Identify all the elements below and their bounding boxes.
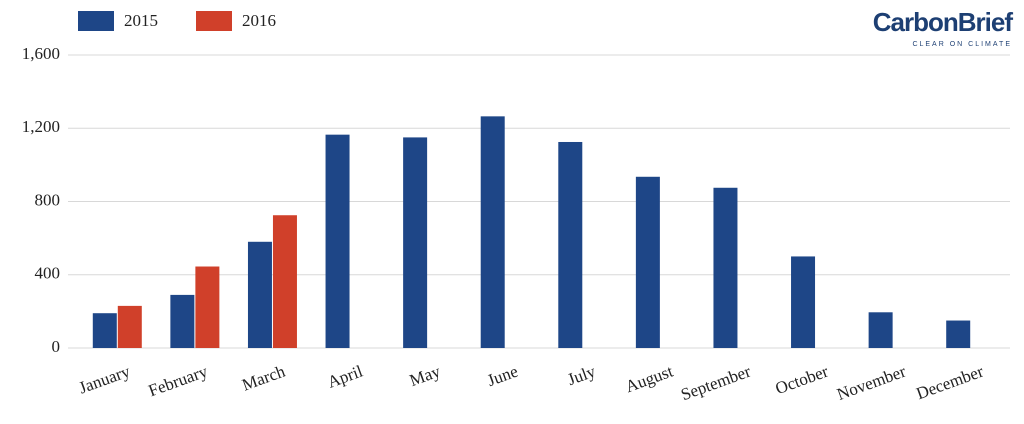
bar (247, 241, 272, 348)
x-tick-label: January (76, 361, 133, 397)
bar (403, 137, 428, 348)
x-tick-label: October (773, 361, 831, 398)
x-tick-label: March (239, 361, 288, 394)
bar (480, 116, 505, 348)
legend-label: 2016 (242, 11, 276, 30)
bar (325, 134, 350, 348)
legend-label: 2015 (124, 11, 158, 30)
x-tick-label: February (146, 361, 211, 400)
y-tick-label: 1,200 (22, 117, 60, 136)
bar (117, 305, 142, 348)
x-tick-label: July (565, 361, 599, 389)
logo-name: CarbonBrief (873, 7, 1014, 37)
x-tick-label: December (914, 361, 986, 403)
bar (713, 187, 738, 348)
x-tick-label: April (325, 361, 365, 391)
x-tick-label: August (623, 361, 676, 396)
bar (272, 215, 297, 348)
bar (170, 294, 195, 348)
x-tick-label: September (678, 361, 753, 404)
bar (92, 313, 117, 348)
bar (868, 312, 893, 348)
y-tick-label: 800 (35, 190, 61, 209)
y-tick-label: 1,600 (22, 44, 60, 63)
x-tick-label: November (834, 361, 908, 404)
logo-tagline: CLEAR ON CLIMATE (912, 41, 1012, 48)
bar (791, 256, 816, 348)
y-tick-label: 400 (35, 264, 61, 283)
bar (946, 320, 971, 348)
x-tick-label: May (407, 361, 443, 390)
legend-swatch (196, 11, 232, 31)
legend-swatch (78, 11, 114, 31)
bar (635, 176, 660, 348)
y-tick-label: 0 (52, 337, 61, 356)
bar (195, 266, 220, 348)
bar (558, 141, 583, 348)
x-tick-label: June (485, 362, 521, 391)
